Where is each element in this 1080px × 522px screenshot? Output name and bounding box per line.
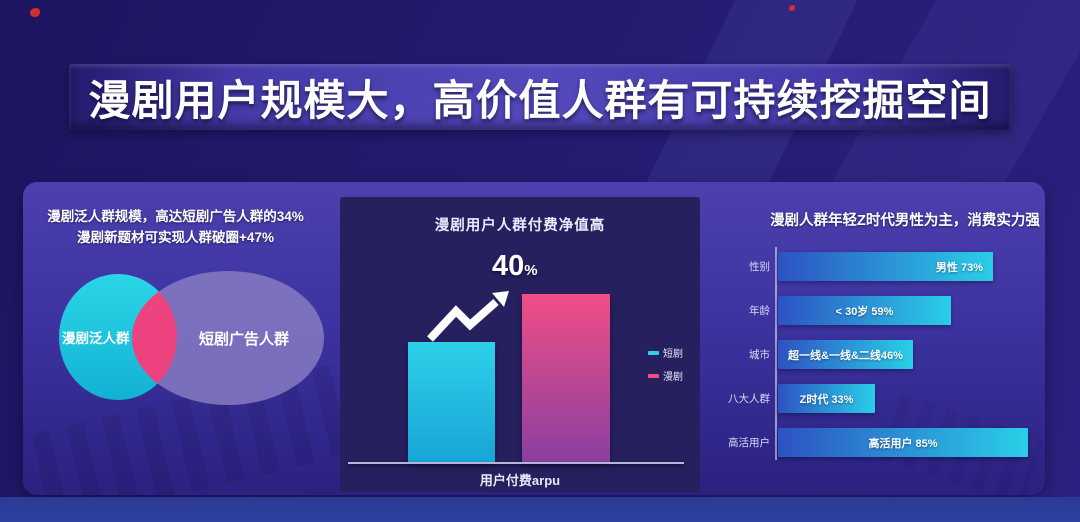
legend-item: 漫剧	[648, 368, 683, 383]
bar: < 30岁 59%	[778, 296, 951, 325]
bottom-strip-decoration	[0, 497, 1080, 522]
venn-caption-line2: 漫剧新题材可实现人群破圈+47%	[77, 230, 274, 245]
audience-chart: 性别 男性 73% 年龄 < 30岁 59% 城市 超一线&一线&二线46% 八…	[690, 252, 1028, 457]
bar-row: 高活用户 高活用户 85%	[690, 428, 1028, 457]
legend-label: 短剧	[663, 349, 683, 360]
trend-arrow-icon	[427, 291, 509, 342]
red-mark-decoration	[789, 5, 795, 11]
category-label: 城市	[749, 349, 770, 361]
category-label: 八大人群	[728, 393, 770, 405]
bar-value-label: 男性 73%	[935, 261, 983, 274]
venn-left-label: 漫剧泛人群	[62, 330, 130, 346]
bar-value-label: 超一线&一线&二线46%	[788, 349, 903, 362]
title-banner: 漫剧用户规模大，高价值人群有可持续挖掘空间	[69, 64, 1011, 130]
bar-row: 城市 超一线&一线&二线46%	[690, 340, 1028, 369]
y-axis-line	[775, 247, 777, 460]
x-axis-label: 用户付费arpu	[479, 473, 561, 488]
growth-unit: %	[524, 262, 538, 279]
bar: 高活用户 85%	[778, 428, 1028, 457]
legend-label: 漫剧	[663, 372, 683, 383]
bar-duanju	[408, 342, 495, 462]
venn-diagram: 漫剧泛人群 短剧广告人群	[59, 271, 324, 405]
bar: 男性 73%	[778, 252, 993, 281]
red-mark-decoration	[30, 8, 40, 17]
legend-marker-icon	[648, 350, 659, 355]
arpu-chart-card: 漫剧用户人群付费净值高 40% 用户付费arpu 短剧 漫剧	[340, 197, 700, 492]
audience-chart-title: 漫剧人群年轻Z时代男性为主，消费实力强	[770, 213, 1040, 229]
bar-row: 性别 男性 73%	[690, 252, 1028, 281]
bar: 超一线&一线&二线46%	[778, 340, 913, 369]
bar-row: 年龄 < 30岁 59%	[690, 296, 1028, 325]
legend-item: 短剧	[648, 345, 683, 360]
bar: Z时代 33%	[778, 384, 875, 413]
slide-title: 漫剧用户规模大，高价值人群有可持续挖掘空间	[88, 76, 992, 124]
venn-caption-line1: 漫剧泛人群规模，高达短剧广告人群的34%	[47, 209, 304, 224]
arpu-chart-title: 漫剧用户人群付费净值高	[434, 218, 606, 234]
bar-manju	[522, 294, 610, 462]
bar-row: 八大人群 Z时代 33%	[690, 384, 1028, 413]
bar-value-label: 高活用户 85%	[868, 437, 938, 450]
category-label: 高活用户	[728, 437, 770, 449]
legend: 短剧 漫剧	[648, 345, 683, 383]
growth-value: 40	[492, 250, 525, 282]
x-axis-line	[348, 462, 684, 464]
venn-right-label: 短剧广告人群	[199, 330, 289, 348]
growth-annotation: 40%	[492, 250, 538, 283]
category-label: 性别	[749, 261, 770, 273]
venn-caption: 漫剧泛人群规模，高达短剧广告人群的34% 漫剧新题材可实现人群破圈+47%	[33, 206, 318, 248]
bar-value-label: Z时代 33%	[799, 393, 854, 406]
category-label: 年龄	[749, 305, 770, 317]
bar-value-label: < 30岁 59%	[835, 305, 894, 318]
venn-right-set	[132, 271, 324, 405]
legend-marker-icon	[648, 373, 659, 378]
